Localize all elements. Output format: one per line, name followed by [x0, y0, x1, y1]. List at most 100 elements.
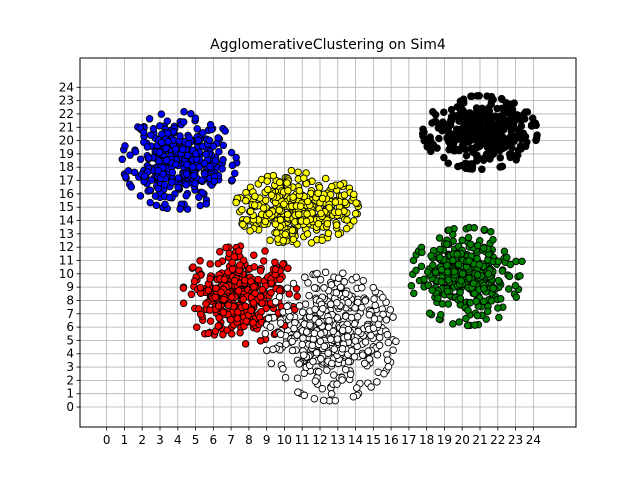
data-point — [310, 284, 319, 292]
data-point — [267, 288, 275, 297]
data-point — [459, 132, 468, 140]
data-point — [352, 273, 361, 281]
data-point — [453, 250, 461, 259]
data-point — [306, 321, 314, 329]
data-point — [192, 150, 200, 158]
data-point — [347, 313, 356, 322]
data-point — [284, 186, 292, 195]
data-point — [417, 262, 426, 271]
data-point — [506, 260, 515, 269]
data-point — [284, 264, 292, 273]
data-point — [319, 396, 328, 405]
data-point — [435, 234, 444, 242]
data-point — [233, 314, 242, 323]
data-point — [317, 355, 325, 363]
data-point — [452, 129, 461, 137]
data-point — [468, 165, 477, 173]
data-point — [296, 202, 305, 210]
data-point — [179, 299, 188, 308]
data-point — [326, 335, 335, 344]
x-tick-label: 12 — [312, 433, 327, 447]
data-point — [334, 208, 343, 217]
data-point — [351, 304, 359, 312]
data-point — [216, 247, 224, 256]
data-point — [474, 141, 482, 149]
data-point — [470, 289, 479, 298]
data-point — [220, 295, 228, 304]
data-point — [191, 114, 200, 122]
x-tick-label: 18 — [419, 433, 434, 447]
data-point — [358, 283, 366, 292]
x-tick-label: 24 — [526, 433, 541, 447]
data-point — [332, 288, 341, 297]
y-tick-label: 5 — [66, 333, 74, 347]
data-point — [374, 320, 383, 329]
data-point — [503, 253, 511, 262]
data-point — [379, 293, 387, 302]
data-point — [256, 337, 265, 345]
data-point — [162, 144, 170, 153]
data-point — [289, 193, 297, 201]
data-point — [281, 373, 290, 382]
y-tick-label: 24 — [59, 80, 74, 94]
data-point — [308, 341, 317, 350]
data-point — [384, 338, 393, 347]
data-point — [241, 340, 250, 348]
data-point — [144, 154, 153, 162]
data-point — [127, 183, 136, 191]
data-point — [163, 117, 172, 125]
data-point — [444, 276, 453, 284]
plot-frame — [79, 57, 577, 428]
data-point — [344, 357, 353, 366]
data-point — [149, 125, 158, 133]
data-point — [140, 172, 149, 180]
data-point — [436, 253, 444, 262]
data-point — [143, 143, 152, 151]
data-point — [469, 279, 478, 288]
data-point — [502, 103, 511, 112]
data-point — [506, 153, 515, 162]
data-point — [250, 263, 259, 271]
data-point — [261, 217, 270, 226]
data-point — [318, 236, 326, 244]
data-point — [498, 144, 507, 153]
data-point — [267, 359, 276, 368]
data-point — [327, 390, 336, 398]
data-point — [353, 312, 362, 321]
data-point — [287, 166, 296, 175]
data-point — [298, 308, 307, 316]
data-point — [282, 340, 290, 348]
x-tick-label: 7 — [227, 433, 235, 447]
data-point — [478, 165, 486, 174]
data-point — [242, 196, 250, 205]
data-point — [187, 290, 196, 299]
data-point — [200, 159, 209, 168]
data-point — [484, 117, 493, 125]
data-point — [434, 294, 442, 302]
data-point — [154, 166, 162, 175]
data-point — [511, 281, 520, 290]
data-point — [283, 210, 292, 219]
data-point — [206, 162, 214, 171]
data-point — [314, 220, 323, 228]
data-point — [309, 357, 317, 366]
data-point — [353, 384, 361, 392]
data-point — [228, 258, 236, 267]
data-point — [210, 177, 218, 186]
data-point — [339, 269, 347, 277]
data-point — [351, 209, 360, 218]
data-point — [450, 267, 459, 276]
data-point — [241, 302, 250, 310]
data-point — [315, 318, 323, 327]
data-point — [304, 279, 312, 287]
data-point — [483, 307, 492, 316]
data-point — [375, 333, 384, 342]
data-point — [440, 153, 448, 162]
data-point — [499, 125, 508, 134]
y-tick-label: 3 — [66, 360, 74, 374]
data-point — [250, 201, 259, 209]
data-point — [500, 247, 509, 256]
x-tick-label: 21 — [472, 433, 487, 447]
data-point — [340, 191, 349, 199]
data-point — [190, 277, 199, 286]
